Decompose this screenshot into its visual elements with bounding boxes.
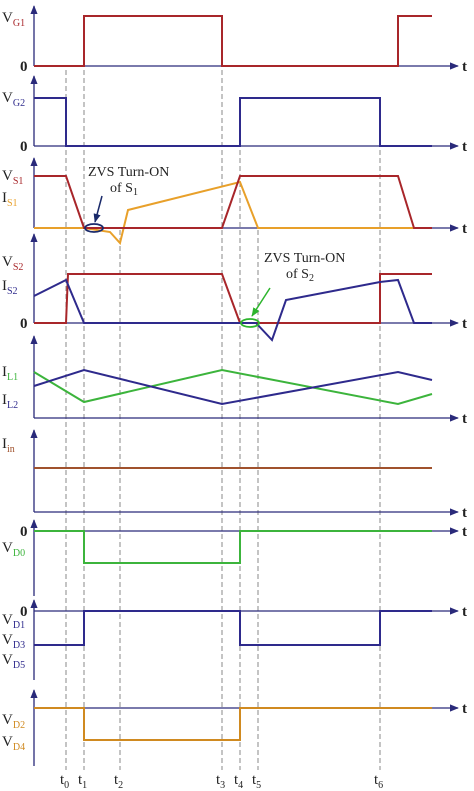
time-label: t3	[216, 772, 225, 791]
signal-label: VD4	[2, 734, 25, 753]
annotation-sub: 2	[309, 273, 314, 284]
signal-label-sub: S2	[13, 262, 24, 273]
signal-label-base: V	[2, 10, 13, 26]
time-label-sub: 3	[220, 780, 225, 791]
signal-label: IL2	[2, 392, 18, 411]
signal-label-sub: D5	[13, 660, 25, 671]
axis-label: t	[462, 604, 467, 620]
signal-label-sub: L1	[7, 372, 18, 383]
annotation: ZVS Turn-ON	[88, 165, 169, 180]
time-label-base: t	[216, 772, 221, 788]
zero-label: 0	[20, 139, 28, 155]
axis-label: t	[462, 139, 467, 155]
signal-label: IS2	[2, 278, 18, 297]
time-label: t2	[114, 772, 123, 791]
time-label-base: t	[60, 772, 65, 788]
waveforms	[33, 15, 433, 741]
annotation-sub: 1	[133, 187, 138, 198]
time-label-base: t	[114, 772, 119, 788]
signal-label: VD3	[2, 632, 25, 651]
axis-label: t	[462, 505, 467, 521]
time-label-sub: 6	[378, 780, 383, 791]
time-label: t6	[374, 772, 383, 791]
signal-label-base: V	[2, 632, 13, 648]
annotation-base: of S	[286, 267, 309, 282]
signal-label-base: V	[2, 734, 13, 750]
axis-label: t	[462, 524, 467, 540]
signal-label-sub: D2	[13, 720, 25, 731]
zero-label: 0	[20, 524, 28, 540]
time-label: t5	[252, 772, 261, 791]
zero-label: 0	[20, 604, 28, 620]
signal-label: VD2	[2, 712, 25, 731]
signal-label: VG1	[2, 10, 25, 29]
signal-label-base: V	[2, 168, 13, 184]
signal-label: Iin	[2, 436, 15, 455]
time-label-sub: 0	[64, 780, 69, 791]
signal-label-base: I	[2, 436, 7, 452]
signal-label: VD0	[2, 540, 25, 559]
signal-label-base: V	[2, 254, 13, 270]
signal-label: VG2	[2, 90, 25, 109]
signal-label-sub: D1	[13, 620, 25, 631]
signal-label-base: I	[2, 190, 7, 206]
time-label: t0	[60, 772, 69, 791]
signal-label: IL1	[2, 364, 18, 383]
signal-label-base: V	[2, 612, 13, 628]
time-label-sub: 1	[82, 780, 87, 791]
time-label: t1	[78, 772, 87, 791]
time-label-sub: 4	[238, 780, 243, 791]
axis-label: t	[462, 701, 467, 717]
signal-label: VD1	[2, 612, 25, 631]
time-label-base: t	[374, 772, 379, 788]
signal-label-base: I	[2, 364, 7, 380]
axis-label: t	[462, 59, 467, 75]
signal-label-sub: G2	[13, 98, 25, 109]
signal-label-sub: D4	[13, 742, 25, 753]
annotation: ZVS Turn-ON	[264, 251, 345, 266]
time-label-base: t	[252, 772, 257, 788]
annotation: of S2	[286, 267, 314, 284]
signal-label-base: V	[2, 90, 13, 106]
signal-label: VS1	[2, 168, 23, 187]
signal-label-base: V	[2, 712, 13, 728]
signal-label-sub: S1	[7, 198, 18, 209]
signal-label-sub: S1	[13, 176, 24, 187]
signal-label-base: I	[2, 278, 7, 294]
time-label-sub: 2	[118, 780, 123, 791]
time-label-base: t	[78, 772, 83, 788]
signal-label-sub: S2	[7, 286, 18, 297]
axes	[30, 5, 459, 766]
signal-label-sub: D3	[13, 640, 25, 651]
time-label-base: t	[234, 772, 239, 788]
signal-label: VD5	[2, 652, 25, 671]
signal-label: IS1	[2, 190, 18, 209]
signal-label: VS2	[2, 254, 23, 273]
time-label: t4	[234, 772, 243, 791]
signal-label-base: V	[2, 652, 13, 668]
zero-label: 0	[20, 316, 28, 332]
signal-label-base: V	[2, 540, 13, 556]
axis-label: t	[462, 411, 467, 427]
signal-label-base: I	[2, 392, 7, 408]
axis-label: t	[462, 221, 467, 237]
signal-label-sub: in	[7, 444, 15, 455]
annotation: of S1	[110, 181, 138, 198]
signal-label-sub: G1	[13, 18, 25, 29]
annotation-base: of S	[110, 181, 133, 196]
signal-label-sub: L2	[7, 400, 18, 411]
axis-label: t	[462, 316, 467, 332]
zero-label: 0	[20, 59, 28, 75]
signal-label-sub: D0	[13, 548, 25, 559]
time-label-sub: 5	[256, 780, 261, 791]
